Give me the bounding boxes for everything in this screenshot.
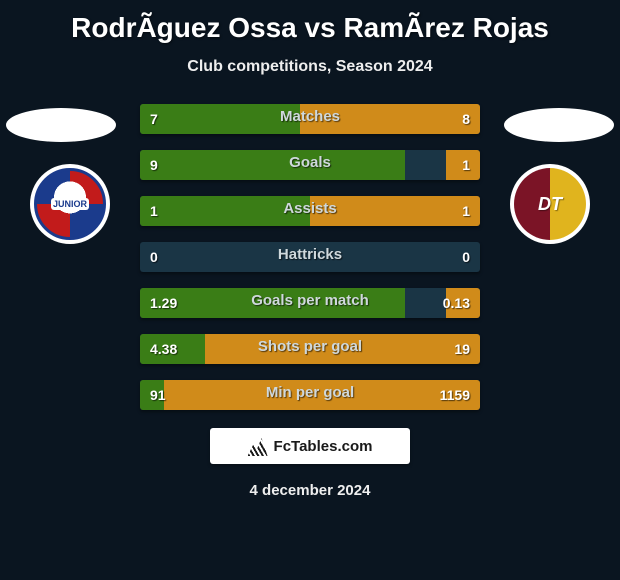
comparison-stage: JUNIOR DT 78Matches91Goals11Assists00Hat… (0, 100, 620, 410)
player-ellipse-left (6, 108, 116, 142)
stat-rows: 78Matches91Goals11Assists00Hattricks1.29… (140, 100, 480, 410)
team-badge-right-label: DT (538, 194, 562, 215)
stat-value-left: 9 (150, 157, 158, 173)
stat-row: 0 0 Hattricks (140, 242, 480, 272)
stat-row: 9 1 Goals (140, 150, 480, 180)
stat-value-left: 1 (150, 203, 158, 219)
stat-value-right: 0 (462, 249, 470, 265)
stat-label: Assists (283, 200, 336, 217)
stat-value-right: 1 (462, 157, 470, 173)
stat-row: 1 1 Assists (140, 196, 480, 226)
branding-text: FcTables.com (274, 438, 373, 455)
stat-row: 7 8 Matches (140, 104, 480, 134)
stat-value-left: 91 (150, 387, 166, 403)
team-badge-left: JUNIOR (30, 164, 110, 244)
stat-label: Goals per match (251, 292, 369, 309)
stat-row: 91 1159 Min per goal (140, 380, 480, 410)
stat-value-left: 4.38 (150, 341, 177, 357)
stat-row: 1.29 0.13 Goals per match (140, 288, 480, 318)
stat-value-left: 7 (150, 111, 158, 127)
stat-label: Goals (289, 154, 331, 171)
stat-value-left: 0 (150, 249, 158, 265)
stat-fill-left (140, 150, 405, 180)
stat-value-right: 0.13 (443, 295, 470, 311)
stat-row: 4.38 19 Shots per goal (140, 334, 480, 364)
player-ellipse-right (504, 108, 614, 142)
stat-fill-left (140, 104, 300, 134)
stat-value-right: 1159 (440, 387, 470, 403)
branding-logo-icon (248, 436, 268, 456)
stat-value-right: 19 (454, 341, 470, 357)
subtitle: Club competitions, Season 2024 (0, 58, 620, 76)
date-footer: 4 december 2024 (0, 482, 620, 499)
branding-box[interactable]: FcTables.com (210, 428, 410, 464)
page-title: RodrÃ­guez Ossa vs RamÃ­rez Rojas (0, 0, 620, 44)
team-badge-left-label: JUNIOR (51, 198, 89, 210)
stat-label: Shots per goal (258, 338, 362, 355)
stat-value-left: 1.29 (150, 295, 177, 311)
stat-value-right: 8 (462, 111, 470, 127)
stat-label: Hattricks (278, 246, 342, 263)
stat-label: Min per goal (266, 384, 354, 401)
stat-label: Matches (280, 108, 340, 125)
team-badge-right: DT (510, 164, 590, 244)
stat-value-right: 1 (462, 203, 470, 219)
